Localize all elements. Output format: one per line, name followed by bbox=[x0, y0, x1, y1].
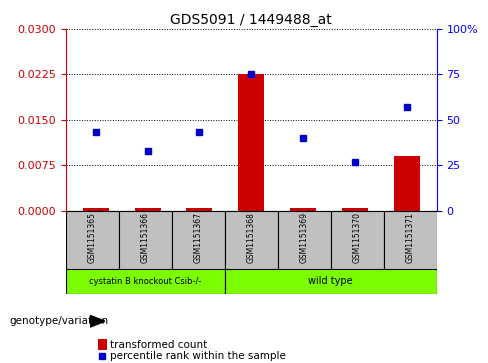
Text: GSM1151365: GSM1151365 bbox=[88, 212, 97, 263]
Text: GSM1151371: GSM1151371 bbox=[406, 212, 415, 263]
Bar bbox=[186, 208, 212, 211]
Text: GSM1151369: GSM1151369 bbox=[300, 212, 309, 263]
Bar bbox=[331, 211, 384, 269]
Bar bbox=[278, 211, 331, 269]
Bar bbox=[238, 74, 264, 211]
Bar bbox=[225, 269, 437, 294]
Text: transformed count: transformed count bbox=[110, 340, 207, 350]
Title: GDS5091 / 1449488_at: GDS5091 / 1449488_at bbox=[170, 13, 332, 26]
Bar bbox=[290, 208, 316, 211]
Text: GSM1151370: GSM1151370 bbox=[353, 212, 362, 263]
Bar bbox=[394, 156, 420, 211]
Text: percentile rank within the sample: percentile rank within the sample bbox=[110, 351, 285, 361]
Bar bbox=[83, 208, 109, 211]
Text: cystatin B knockout Csib-/-: cystatin B knockout Csib-/- bbox=[89, 277, 202, 286]
Text: GSM1151367: GSM1151367 bbox=[194, 212, 203, 263]
Bar bbox=[384, 211, 437, 269]
Bar bbox=[119, 211, 172, 269]
Polygon shape bbox=[90, 315, 105, 327]
Bar bbox=[66, 269, 225, 294]
Text: wild type: wild type bbox=[308, 276, 353, 286]
Bar bbox=[135, 208, 161, 211]
Bar bbox=[342, 208, 368, 211]
Text: GSM1151366: GSM1151366 bbox=[141, 212, 150, 263]
Bar bbox=[66, 211, 119, 269]
Text: GSM1151368: GSM1151368 bbox=[247, 212, 256, 263]
Text: genotype/variation: genotype/variation bbox=[10, 316, 109, 326]
Bar bbox=[225, 211, 278, 269]
Bar bbox=[172, 211, 225, 269]
